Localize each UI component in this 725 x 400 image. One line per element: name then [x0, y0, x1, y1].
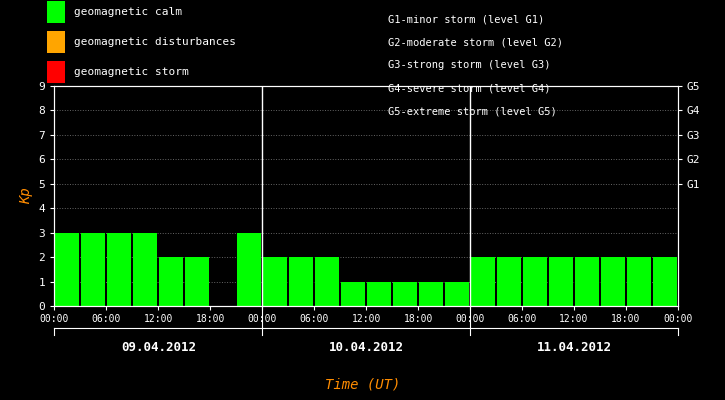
Bar — [289, 257, 313, 306]
Bar — [81, 233, 105, 306]
Bar — [653, 257, 677, 306]
Bar — [55, 233, 79, 306]
Bar — [549, 257, 573, 306]
Bar — [627, 257, 651, 306]
Bar — [575, 257, 599, 306]
Bar — [367, 282, 391, 306]
Bar — [393, 282, 417, 306]
Text: geomagnetic disturbances: geomagnetic disturbances — [74, 37, 236, 47]
Bar — [237, 233, 261, 306]
Text: geomagnetic calm: geomagnetic calm — [74, 7, 182, 17]
Text: G2-moderate storm (level G2): G2-moderate storm (level G2) — [388, 37, 563, 47]
Bar — [471, 257, 495, 306]
Text: G3-strong storm (level G3): G3-strong storm (level G3) — [388, 60, 550, 70]
Bar — [497, 257, 521, 306]
Text: Time (UT): Time (UT) — [325, 378, 400, 392]
Text: G5-extreme storm (level G5): G5-extreme storm (level G5) — [388, 107, 557, 117]
Bar — [523, 257, 547, 306]
Text: 09.04.2012: 09.04.2012 — [121, 341, 196, 354]
Bar — [445, 282, 469, 306]
Bar — [419, 282, 443, 306]
Bar — [160, 257, 183, 306]
Bar — [107, 233, 131, 306]
Text: G1-minor storm (level G1): G1-minor storm (level G1) — [388, 14, 544, 24]
Bar — [341, 282, 365, 306]
Bar — [263, 257, 287, 306]
Bar — [315, 257, 339, 306]
Bar — [186, 257, 210, 306]
Bar — [133, 233, 157, 306]
Bar — [601, 257, 625, 306]
Y-axis label: Kp: Kp — [19, 188, 33, 204]
Text: geomagnetic storm: geomagnetic storm — [74, 67, 188, 77]
Text: 10.04.2012: 10.04.2012 — [328, 341, 404, 354]
Text: G4-severe storm (level G4): G4-severe storm (level G4) — [388, 84, 550, 94]
Text: 11.04.2012: 11.04.2012 — [536, 341, 611, 354]
